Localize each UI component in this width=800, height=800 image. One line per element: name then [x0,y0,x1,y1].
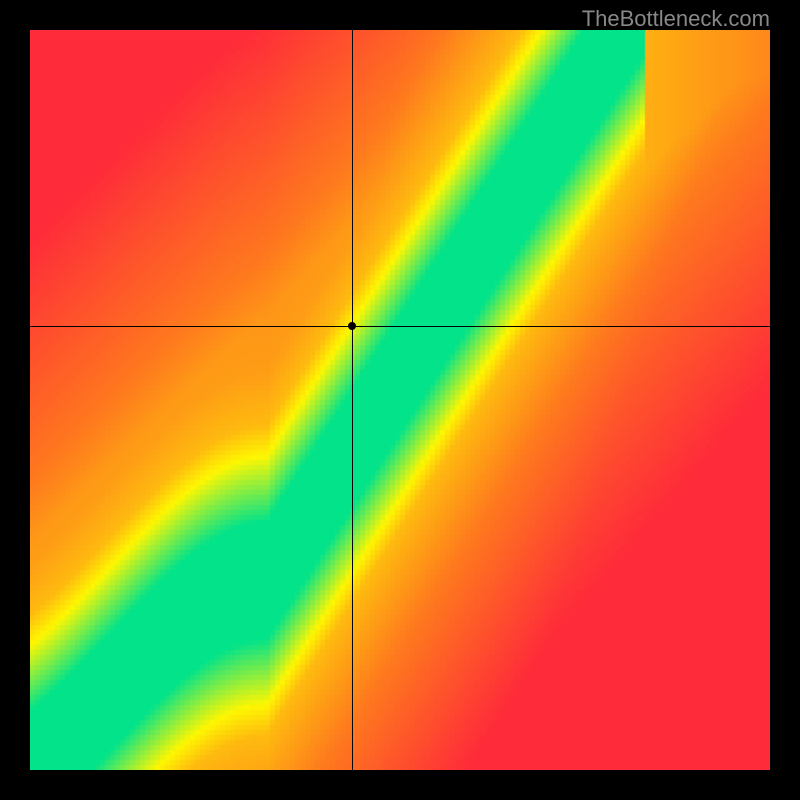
crosshair-marker [348,322,356,330]
bottleneck-heatmap-chart: TheBottleneck.com [0,0,800,800]
watermark-text: TheBottleneck.com [582,6,770,32]
heatmap-canvas [30,30,770,770]
plot-area [30,30,770,770]
crosshair-horizontal [30,326,770,327]
crosshair-vertical [352,30,353,770]
